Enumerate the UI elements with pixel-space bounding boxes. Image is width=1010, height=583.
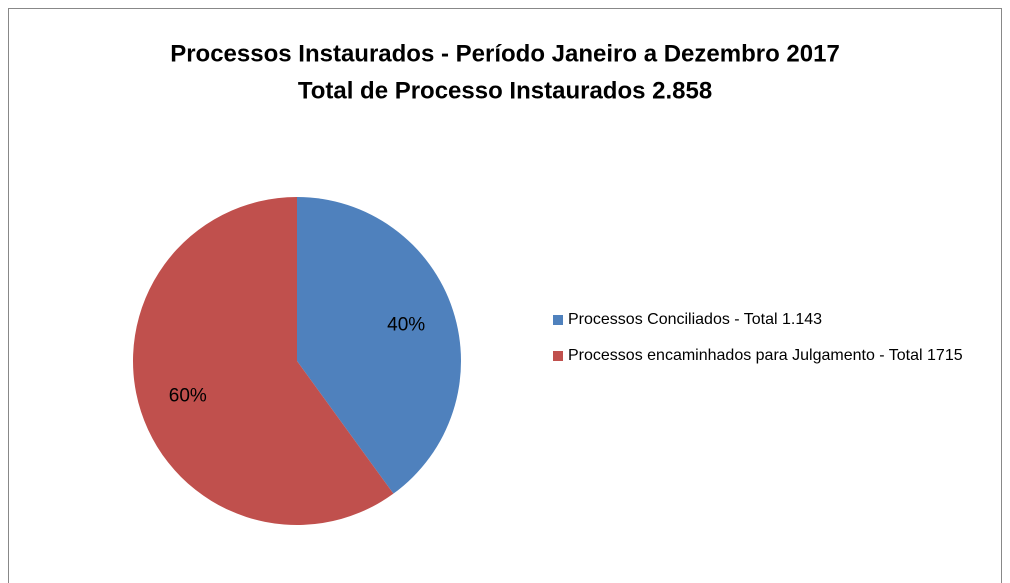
data-label: 60% <box>169 385 207 406</box>
legend-swatch <box>553 351 563 361</box>
legend-item: Processos encaminhados para Julgamento -… <box>553 344 993 368</box>
legend-label: Processos Conciliados - Total 1.143 <box>568 311 823 328</box>
chart-title: Total de Processo Instaurados 2.858 <box>298 77 712 104</box>
legend: Processos Conciliados - Total 1.143 Proce… <box>553 308 993 380</box>
data-label: 40% <box>387 315 425 336</box>
legend-item: Processos Conciliados - Total 1.143 <box>553 308 993 332</box>
pie-slice <box>132 197 394 525</box>
chart-border <box>8 8 1002 583</box>
legend-swatch <box>553 315 563 325</box>
legend-label: Processos encaminhados para Julgamento -… <box>568 347 963 364</box>
chart-title: Processos Instaurados - Período Janeiro … <box>170 40 840 67</box>
pie-slice <box>297 197 461 494</box>
